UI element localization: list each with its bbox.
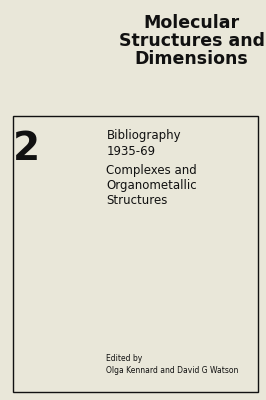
Text: Complexes and: Complexes and: [106, 164, 197, 177]
Bar: [13, 116, 258, 392]
Text: Olga Kennard and David G Watson: Olga Kennard and David G Watson: [106, 366, 239, 375]
Text: 2: 2: [13, 130, 40, 168]
Text: Bibliography: Bibliography: [106, 129, 181, 142]
Text: Organometallic: Organometallic: [106, 179, 197, 192]
Text: Molecular: Molecular: [143, 14, 240, 32]
Text: 1935-69: 1935-69: [106, 145, 156, 158]
Text: Dimensions: Dimensions: [135, 50, 248, 68]
Text: Structures and: Structures and: [119, 32, 264, 50]
Text: Edited by: Edited by: [106, 354, 143, 363]
Text: Structures: Structures: [106, 194, 168, 207]
